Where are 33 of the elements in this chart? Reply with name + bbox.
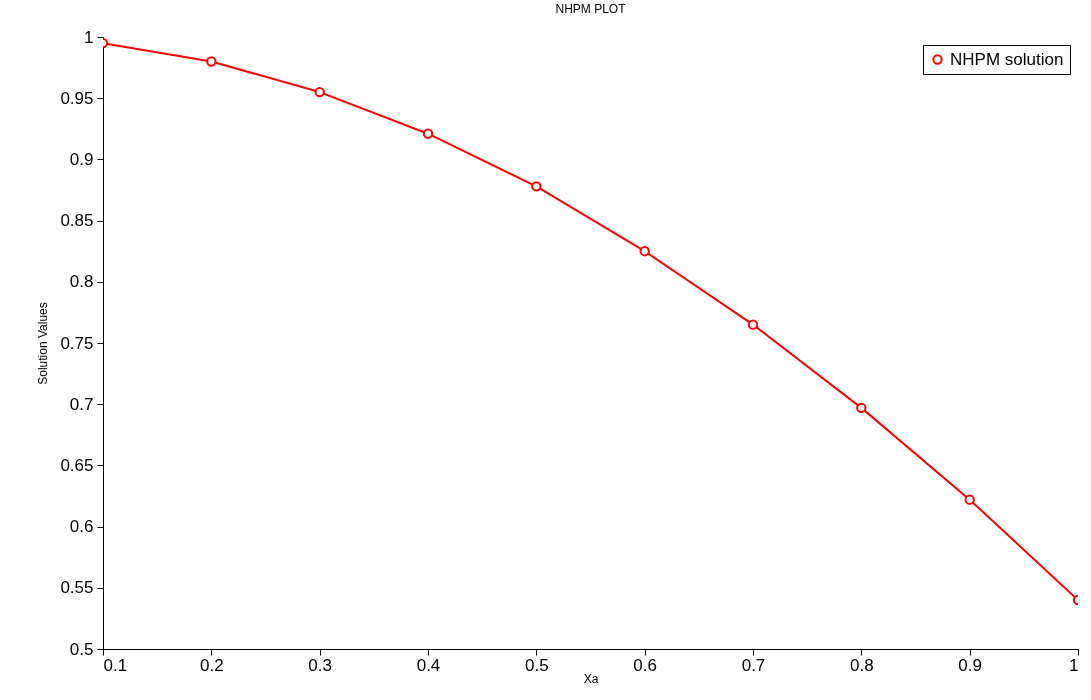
x-tick-label: 0.1 bbox=[103, 655, 128, 675]
y-tick-label: 0.85 bbox=[60, 211, 94, 231]
chart-title: NHPM PLOT bbox=[555, 2, 627, 16]
y-tick-label: 0.9 bbox=[69, 149, 94, 169]
y-tick-label: 0.7 bbox=[69, 394, 94, 414]
y-axis-title: Solution Values bbox=[36, 302, 51, 385]
x-tick-label: 0.7 bbox=[741, 655, 766, 675]
point bbox=[531, 181, 542, 192]
point bbox=[856, 402, 867, 414]
y-tick-label: 0.75 bbox=[60, 333, 94, 353]
point bbox=[964, 494, 975, 505]
x-axis-title: Xa bbox=[583, 671, 599, 686]
x-tick-label: 0.5 bbox=[525, 655, 549, 675]
x-tick-label: 0.9 bbox=[958, 655, 982, 675]
x-tick-label: 1 bbox=[1069, 655, 1079, 675]
x-tick-label: 0.6 bbox=[633, 655, 657, 675]
point bbox=[747, 319, 759, 330]
point bbox=[639, 246, 650, 257]
y-tick-label: 0.55 bbox=[60, 578, 94, 598]
x-tick-label: 0.3 bbox=[308, 655, 332, 675]
x-tick-label: 0.8 bbox=[850, 655, 874, 675]
y-tick-label: 1 bbox=[84, 27, 94, 47]
point bbox=[314, 86, 325, 98]
y-tick-label: 0.95 bbox=[60, 88, 94, 108]
y-tick-label: 0.6 bbox=[69, 517, 94, 537]
x-tick-label: 0.4 bbox=[416, 655, 441, 675]
x-tick-label: 0.2 bbox=[200, 655, 224, 675]
y-tick-label: 0.8 bbox=[69, 272, 94, 292]
y-tick-label: 0.5 bbox=[69, 639, 94, 659]
point bbox=[206, 56, 217, 67]
point bbox=[422, 128, 434, 139]
legend-label: NHPM solution bbox=[950, 49, 1064, 69]
y-tick-label: 0.65 bbox=[60, 455, 94, 475]
